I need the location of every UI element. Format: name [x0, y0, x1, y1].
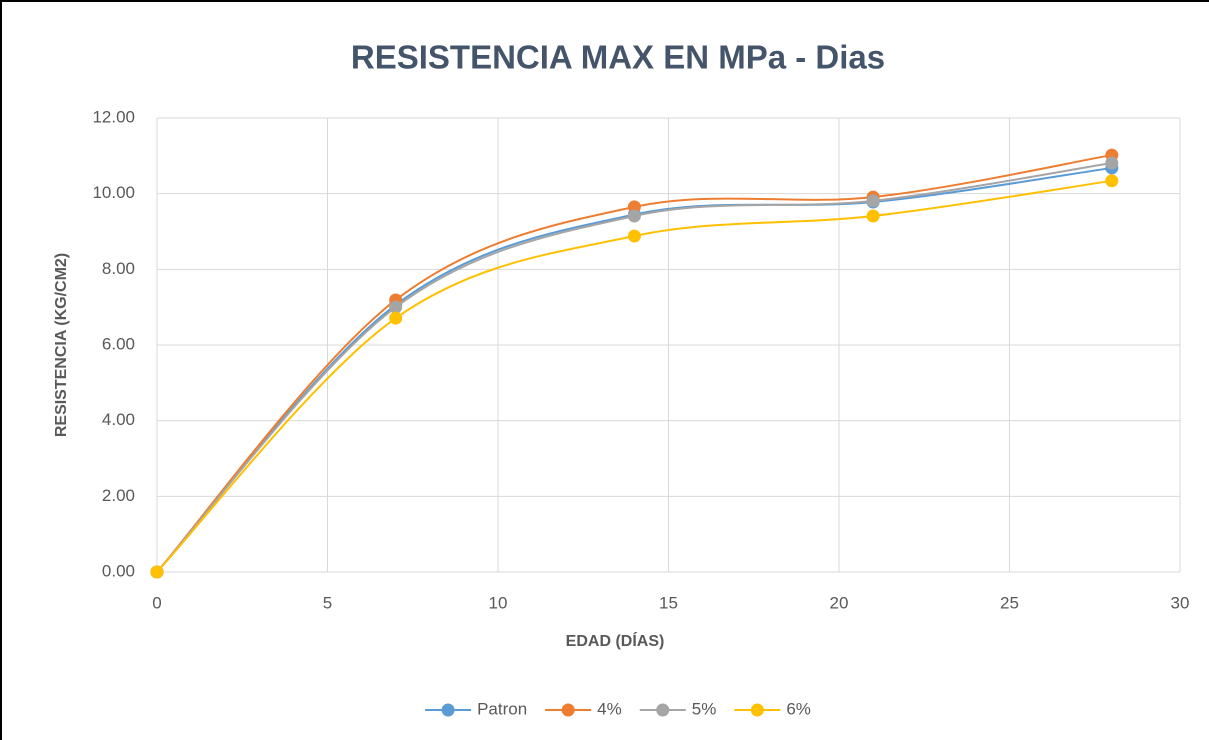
series-line — [156, 166, 1112, 573]
legend-label: 4% — [597, 699, 622, 718]
point — [627, 209, 641, 223]
legend: Patron 4% 5% 6% — [425, 699, 811, 718]
point — [150, 565, 164, 579]
point — [389, 311, 403, 325]
series-line — [156, 179, 1112, 573]
legend-label: 5% — [692, 699, 717, 718]
y-tick-label: 6.00 — [102, 334, 135, 353]
x-tick-label: 15 — [659, 593, 678, 612]
legend-marker — [656, 703, 670, 717]
y-axis-title: RESISTENCIA (KG/CM2) — [53, 253, 70, 437]
x-tick-label: 0 — [152, 593, 161, 612]
y-tick-label: 8.00 — [102, 259, 135, 278]
point — [1105, 174, 1119, 188]
x-tick-label: 10 — [489, 593, 508, 612]
legend-label: Patron — [477, 699, 527, 718]
y-tick-label: 0.00 — [102, 561, 135, 580]
y-tick-label: 12.00 — [92, 107, 135, 126]
point — [1105, 156, 1119, 170]
y-tick-label: 4.00 — [102, 410, 135, 429]
point — [389, 300, 403, 314]
point — [627, 200, 641, 214]
legend-label: 6% — [786, 699, 811, 718]
x-tick-label: 5 — [323, 593, 332, 612]
x-tick-label: 30 — [1171, 593, 1190, 612]
series-line — [156, 154, 1112, 573]
x-axis-title: EDAD (DÍAS) — [566, 631, 665, 650]
x-tick-label: 25 — [1000, 593, 1019, 612]
y-tick-label: 10.00 — [92, 183, 135, 202]
legend-marker — [750, 703, 764, 717]
legend-marker — [441, 703, 455, 717]
point — [627, 229, 641, 243]
series-line — [156, 162, 1112, 573]
point — [866, 194, 880, 208]
chart-title: RESISTENCIA MAX EN MPa - Dias — [351, 39, 885, 76]
point — [866, 209, 880, 223]
x-tick-label: 20 — [830, 593, 849, 612]
legend-marker — [561, 703, 575, 717]
y-tick-label: 2.00 — [102, 486, 135, 505]
